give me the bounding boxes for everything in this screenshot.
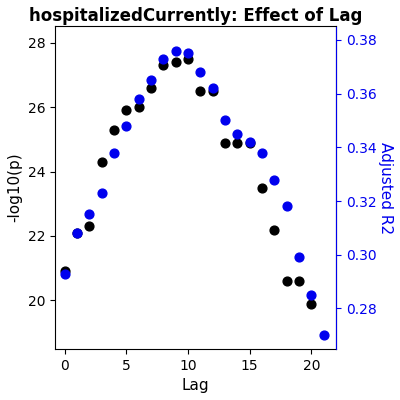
Point [74,230,80,236]
Point [136,104,142,110]
Point [98,190,105,196]
Point [296,254,302,261]
Point [86,211,92,218]
Point [160,62,166,68]
Point [123,107,130,114]
Point [111,150,117,156]
Point [234,139,240,146]
Point [62,268,68,275]
Point [160,56,166,62]
Point [197,69,204,75]
Point [136,96,142,102]
Point [271,226,278,233]
Point [185,50,191,56]
Point [296,278,302,284]
Point [185,56,191,62]
Point [210,85,216,92]
Point [320,332,327,338]
Point [222,139,228,146]
Point [246,139,253,145]
Title: hospitalizedCurrently: Effect of Lag: hospitalizedCurrently: Effect of Lag [29,7,362,25]
Point [308,300,314,307]
Point [98,159,105,165]
Point [246,139,253,146]
Point [210,88,216,94]
Y-axis label: Adjusted R2: Adjusted R2 [378,142,393,234]
Point [123,123,130,129]
Point [308,292,314,298]
Point [148,84,154,91]
Point [172,48,179,54]
Point [259,184,265,191]
Point [74,230,80,236]
Point [271,176,278,183]
Point [284,278,290,284]
Point [62,270,68,277]
Point [111,126,117,133]
Point [222,117,228,124]
Point [148,77,154,84]
Point [259,150,265,156]
Point [172,59,179,65]
X-axis label: Lag: Lag [182,378,209,393]
Point [284,203,290,210]
Point [234,131,240,137]
Point [197,88,204,94]
Y-axis label: -log10(p): -log10(p) [7,153,22,222]
Point [86,223,92,230]
